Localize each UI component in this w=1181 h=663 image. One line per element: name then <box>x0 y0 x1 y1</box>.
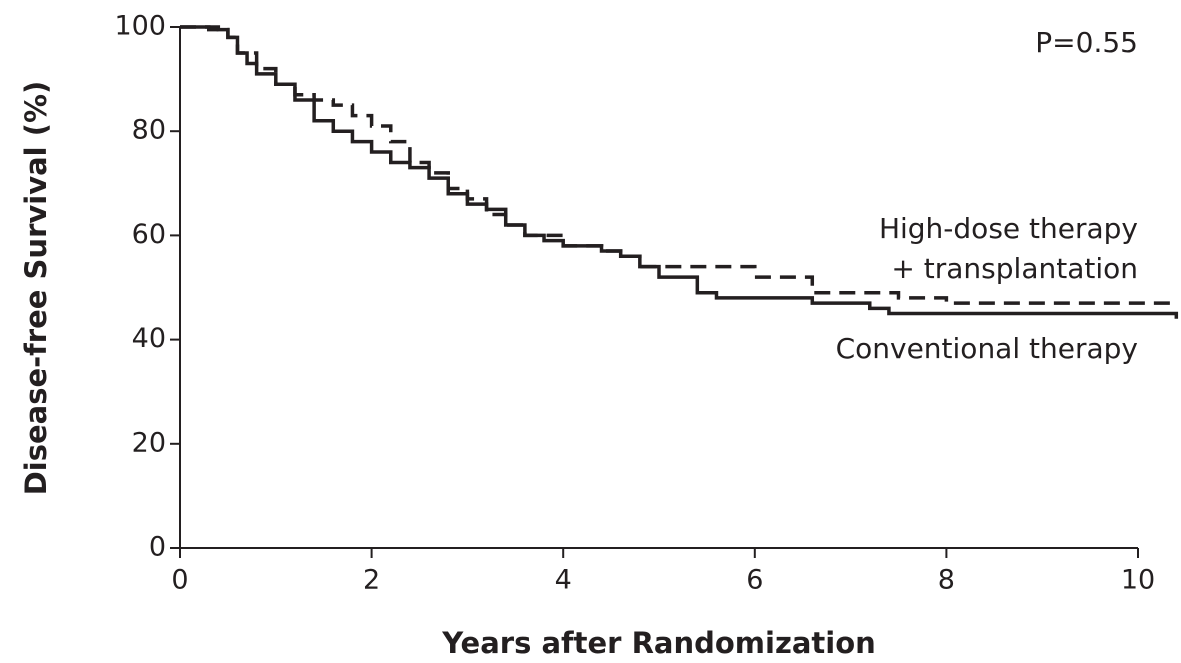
survival-curve <box>180 25 1179 319</box>
y-tick-label: 20 <box>132 427 166 458</box>
x-tick-label: 2 <box>363 565 380 596</box>
curve-label: + transplantation <box>891 252 1138 285</box>
x-tick-label: 10 <box>1121 565 1155 596</box>
y-tick-label: 80 <box>132 115 166 146</box>
y-tick-label: 100 <box>114 11 166 42</box>
y-axis-title: Disease-free Survival (%) <box>19 81 53 496</box>
p-value: P=0.55 <box>1035 26 1138 59</box>
x-axis-title: Years after Randomization <box>441 626 876 660</box>
y-tick-label: 40 <box>132 323 166 354</box>
curve-label: High-dose therapy <box>879 212 1138 245</box>
x-tick-label: 0 <box>171 565 188 596</box>
curve-label: Conventional therapy <box>836 332 1138 365</box>
y-tick-label: 60 <box>132 219 166 250</box>
x-tick-label: 4 <box>555 565 572 596</box>
x-tick-label: 8 <box>938 565 955 596</box>
y-tick-label: 0 <box>149 532 166 563</box>
x-tick-label: 6 <box>746 565 763 596</box>
